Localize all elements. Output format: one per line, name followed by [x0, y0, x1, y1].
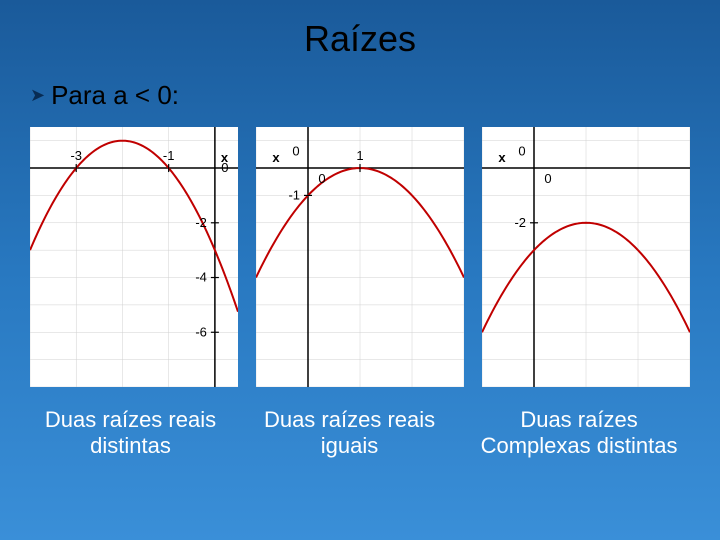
slide-title: Raízes — [20, 18, 700, 60]
svg-text:0: 0 — [318, 171, 325, 186]
bullet-row: ➤ Para a < 0: — [30, 80, 700, 111]
svg-text:x: x — [272, 150, 280, 165]
svg-text:0: 0 — [544, 171, 551, 186]
chart-2-svg: 1-1x00 — [256, 127, 464, 387]
captions-row: Duas raízes reais distintas Duas raízes … — [26, 407, 694, 460]
caption-1: Duas raízes reais distintas — [26, 407, 235, 460]
chevron-right-icon: ➤ — [30, 85, 45, 106]
svg-text:-1: -1 — [288, 187, 300, 202]
slide: Raízes ➤ Para a < 0: -3-1-2-4-6x0 1-1x00… — [0, 0, 720, 540]
chart-2: 1-1x00 — [256, 127, 464, 387]
svg-text:-6: -6 — [195, 324, 207, 339]
svg-text:-2: -2 — [514, 215, 526, 230]
svg-text:0: 0 — [221, 160, 228, 175]
svg-text:1: 1 — [356, 148, 363, 163]
svg-text:0: 0 — [292, 144, 299, 159]
bullet-text: Para a < 0: — [51, 80, 179, 111]
svg-text:-1: -1 — [163, 148, 175, 163]
chart-1-svg: -3-1-2-4-6x0 — [30, 127, 238, 387]
svg-text:-3: -3 — [70, 148, 82, 163]
chart-3: -2x00 — [482, 127, 690, 387]
svg-text:0: 0 — [518, 144, 525, 159]
svg-text:x: x — [498, 150, 506, 165]
caption-2: Duas raízes reais iguais — [245, 407, 454, 460]
caption-3: Duas raízes Complexas distintas — [464, 407, 694, 460]
svg-text:-2: -2 — [195, 215, 207, 230]
chart-1: -3-1-2-4-6x0 — [30, 127, 238, 387]
chart-3-svg: -2x00 — [482, 127, 690, 387]
charts-row: -3-1-2-4-6x0 1-1x00 -2x00 — [30, 127, 690, 387]
svg-text:-4: -4 — [195, 270, 207, 285]
